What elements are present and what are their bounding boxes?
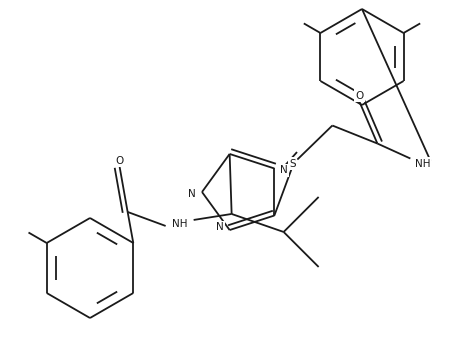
Text: S: S <box>289 159 296 169</box>
Text: NH: NH <box>414 159 430 169</box>
Text: NH: NH <box>172 219 187 229</box>
Text: N: N <box>216 222 224 232</box>
Text: O: O <box>355 91 364 101</box>
Text: N: N <box>281 166 288 176</box>
Text: N: N <box>188 189 196 199</box>
Text: O: O <box>115 156 124 166</box>
